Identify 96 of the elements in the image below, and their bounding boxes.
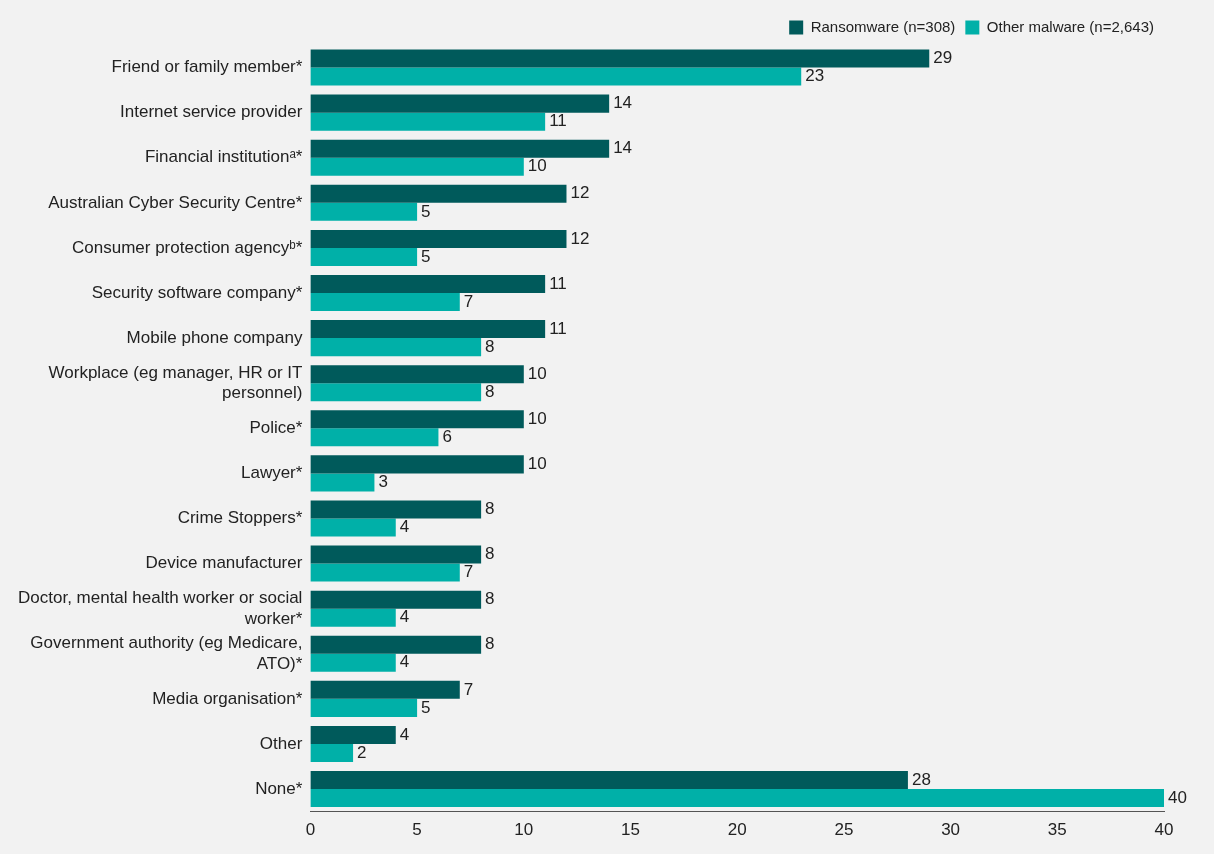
x-tick-label: 10 [514, 820, 534, 840]
bar [310, 789, 1164, 808]
bar [310, 518, 396, 537]
data-label: 4 [399, 652, 410, 672]
bar [310, 608, 396, 627]
x-tick-label: 5 [412, 820, 422, 840]
data-label: 5 [421, 201, 431, 221]
bar [310, 455, 524, 474]
data-label: 8 [485, 499, 495, 519]
data-label: 11 [549, 318, 567, 338]
data-label: 14 [613, 93, 633, 113]
x-tick-label: 20 [727, 820, 747, 840]
y-tick-label: None* [255, 778, 303, 798]
data-label: 7 [463, 679, 474, 699]
data-label: 4 [399, 724, 410, 744]
bar [310, 157, 524, 176]
data-label: 2 [357, 742, 367, 762]
bar [310, 139, 610, 158]
bar [310, 500, 482, 519]
bar [310, 338, 482, 357]
data-label: 11 [549, 273, 567, 293]
bar [310, 247, 418, 266]
bar [310, 743, 354, 762]
data-label: 8 [485, 381, 495, 401]
y-tick-label: Police* [249, 417, 303, 437]
bar [310, 410, 524, 429]
y-tick-label: Crime Stoppers* [177, 508, 303, 528]
bar [310, 365, 524, 384]
data-label: 12 [570, 183, 590, 203]
bar [310, 94, 610, 113]
legend-label: Ransomware (n=308) [810, 17, 956, 35]
data-label: 40 [1168, 787, 1187, 807]
data-label: 29 [933, 48, 953, 68]
y-tick-label: Friend or family member* [111, 57, 303, 77]
data-label: 10 [527, 408, 547, 428]
data-label: 14 [613, 138, 633, 158]
bar [310, 725, 396, 744]
legend-label: Other malware (n=2,643) [986, 17, 1155, 35]
bar [310, 698, 418, 717]
bar [310, 653, 396, 672]
data-label: 4 [399, 607, 410, 627]
bar [310, 635, 482, 654]
x-tick-label: 35 [1047, 820, 1067, 840]
bar [310, 320, 546, 339]
data-label: 6 [442, 427, 452, 447]
y-tick-label: Device manufacturer [145, 553, 303, 573]
data-label: 8 [485, 544, 495, 564]
bar [310, 473, 375, 492]
data-label: 10 [527, 363, 547, 383]
data-label: 8 [485, 634, 495, 654]
data-label: 3 [378, 472, 388, 492]
bar [310, 274, 546, 294]
x-tick-label: 0 [305, 820, 316, 840]
y-tick-label: Mobile phone company [126, 327, 303, 347]
bar [310, 112, 546, 131]
bar [310, 184, 567, 203]
x-tick-label: 25 [834, 820, 854, 840]
data-label: 5 [421, 697, 431, 717]
y-tick-label: Lawyer* [240, 463, 303, 483]
data-label: 4 [399, 517, 410, 537]
data-label: 8 [485, 336, 495, 356]
x-tick-label: 30 [941, 820, 961, 840]
data-label: 10 [527, 156, 547, 176]
data-label: 11 [549, 111, 567, 131]
bar [310, 771, 908, 790]
data-label: 8 [485, 589, 495, 609]
y-tick-label: Media organisation* [152, 688, 303, 708]
y-tick-label: Workplace (eg manager, HR or IT personnel) [48, 362, 303, 403]
bar [310, 229, 567, 248]
y-tick-label: Other [259, 733, 303, 753]
y-tick-label: Government authority (eg Medicare, ATO)* [30, 633, 303, 673]
y-tick-label: Financial institutionᵃ* [144, 147, 303, 167]
y-tick-label: Internet service provider [120, 102, 303, 122]
bar [310, 680, 460, 699]
bar [310, 293, 460, 312]
bar [310, 49, 930, 68]
bar [310, 590, 482, 609]
y-tick-label: Australian Cyber Security Centre* [48, 192, 303, 212]
bar [310, 383, 482, 402]
y-tick-label: Consumer protection agencyᵇ* [72, 237, 303, 257]
bar [310, 563, 460, 582]
x-tick-label: 15 [621, 820, 640, 840]
data-label: 7 [463, 562, 474, 582]
data-label: 12 [570, 228, 590, 248]
data-label: 10 [527, 454, 547, 474]
bar [310, 67, 802, 86]
bar [310, 545, 482, 564]
data-label: 28 [911, 769, 931, 789]
data-label: 7 [463, 291, 474, 311]
data-label: 5 [421, 246, 431, 266]
bar [310, 428, 439, 447]
data-label: 23 [805, 66, 825, 86]
bar [310, 202, 418, 221]
y-tick-label: Doctor, mental health worker or social worker* [18, 588, 303, 628]
y-tick-label: Security software company* [91, 282, 303, 302]
x-tick-label: 40 [1154, 820, 1174, 840]
